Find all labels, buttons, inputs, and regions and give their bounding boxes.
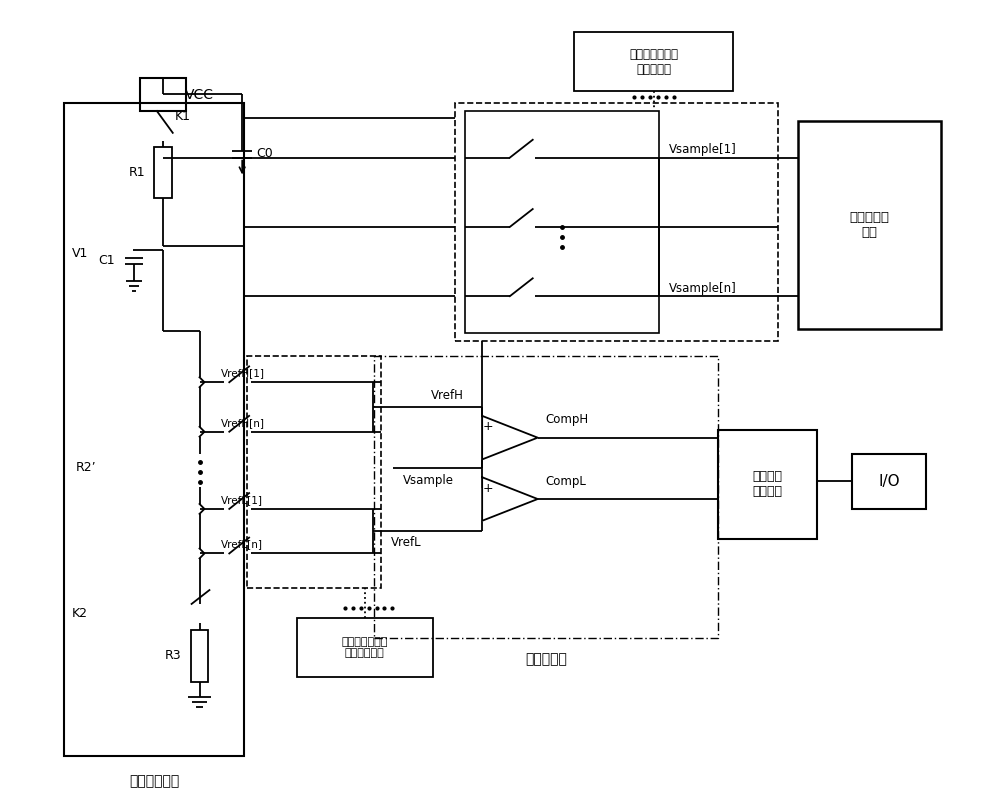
Text: K1: K1 [175, 109, 191, 122]
Text: R2’: R2’ [76, 461, 96, 474]
Bar [154, 146, 172, 198]
Text: 待检测电压选通
控制寄存器: 待检测电压选通 控制寄存器 [629, 48, 678, 75]
Text: Vsample[1]: Vsample[1] [669, 143, 736, 156]
Bar [140, 78, 186, 111]
Bar [247, 355, 381, 588]
Text: Vsample[n]: Vsample[n] [669, 282, 736, 294]
Bar [64, 103, 244, 756]
Bar [718, 430, 817, 539]
Text: C1: C1 [99, 254, 115, 267]
Text: C0: C0 [256, 147, 273, 160]
Text: R1: R1 [128, 166, 145, 179]
Text: Vsample: Vsample [403, 474, 454, 487]
Text: CompH: CompH [546, 413, 589, 426]
Polygon shape [482, 416, 538, 460]
Text: VrefL: VrefL [391, 536, 422, 549]
Text: +: + [483, 481, 493, 494]
Text: 比较器模块: 比较器模块 [525, 652, 567, 667]
Bar [852, 455, 926, 509]
Text: VrefH[1]: VrefH[1] [221, 368, 265, 379]
Text: VrefH[n]: VrefH[n] [221, 417, 265, 428]
Bar [297, 618, 433, 677]
Polygon shape [482, 477, 538, 521]
Bar [455, 103, 778, 341]
Text: 待检测模拟
电路: 待检测模拟 电路 [849, 211, 889, 239]
Text: 判断门限电压选
择控制寄存器: 判断门限电压选 择控制寄存器 [341, 637, 388, 659]
Text: 取样电阵模块: 取样电阵模块 [129, 774, 179, 788]
Text: VCC: VCC [185, 87, 214, 102]
Bar [191, 629, 208, 682]
Text: 数字采样
处理模块: 数字采样 处理模块 [753, 470, 783, 498]
Bar [798, 121, 941, 328]
Text: K2: K2 [72, 608, 88, 621]
Text: VrefL[1]: VrefL[1] [221, 495, 263, 505]
Text: V1: V1 [72, 247, 88, 260]
Text: I/O: I/O [878, 474, 900, 489]
Text: VrefH: VrefH [431, 388, 463, 401]
Text: CompL: CompL [546, 475, 586, 488]
Text: +: + [483, 420, 493, 434]
Bar [465, 111, 659, 332]
Bar [374, 355, 718, 637]
Text: R3: R3 [165, 650, 182, 663]
Bar [574, 32, 733, 91]
Text: VrefL[n]: VrefL[n] [221, 540, 263, 549]
